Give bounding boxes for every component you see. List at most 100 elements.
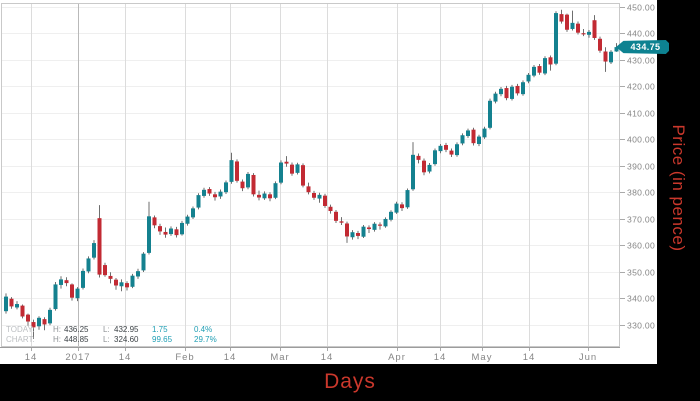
candle-body-up <box>295 164 300 173</box>
candle <box>394 201 399 214</box>
candle-body-up <box>587 31 591 35</box>
legend-today-low-prefix: L: <box>103 325 110 334</box>
candle-body-down <box>537 66 542 73</box>
candle-body-down <box>306 186 311 193</box>
candle-body-down <box>9 298 14 307</box>
candle-body-up <box>361 226 366 237</box>
candle <box>350 230 355 240</box>
legend-today-high-prefix: H: <box>53 325 61 334</box>
candle-body-down <box>26 314 30 322</box>
candle-body-down <box>125 283 129 288</box>
candle-body-up <box>81 270 85 288</box>
x-tick-label: Mar <box>270 352 289 363</box>
candlestick-chart[interactable]: 450.00 440.00 430.00 420.00 410.00 400.00 390.… <box>0 0 657 364</box>
candle-body-up <box>317 194 322 199</box>
candle-body-up <box>185 216 190 224</box>
candle <box>460 133 465 146</box>
candle <box>59 276 63 289</box>
candle-body-down <box>471 129 476 144</box>
candle-body-down <box>422 160 426 173</box>
x-tick-label: 14 <box>523 352 536 363</box>
candle-body-down <box>548 57 553 65</box>
candle <box>130 273 135 289</box>
x-tick-label: Apr <box>388 352 406 363</box>
candle-body-up <box>614 47 619 52</box>
candle <box>158 223 162 235</box>
candle <box>147 201 151 255</box>
candle-body-up <box>246 173 250 188</box>
legend-row-today: TODAY: H: 436.25 L: 432.95 1.75 0.4% <box>0 325 250 335</box>
candle-body-down <box>576 23 580 33</box>
candle-body-up <box>460 135 465 144</box>
candle <box>317 192 322 203</box>
candle-body-up <box>543 58 547 74</box>
y-tick-label: 370.00 <box>627 215 655 225</box>
legend-chart-change: 99.65 <box>152 335 173 344</box>
candle-body-up <box>438 145 443 152</box>
candle-body-up <box>477 136 481 144</box>
candle <box>268 192 272 202</box>
candle-body-down <box>207 189 212 194</box>
candle <box>92 240 96 260</box>
candle <box>449 148 454 157</box>
candle-body-up <box>488 100 492 128</box>
candle-body-down <box>559 14 564 22</box>
legend-chart-low-value: 324.60 <box>114 335 139 344</box>
candle <box>290 162 294 176</box>
candle-body-up <box>229 160 234 182</box>
candle-body-up <box>383 218 388 227</box>
candle-body-down <box>257 194 261 198</box>
candle-body-down <box>108 275 113 279</box>
candle <box>312 190 316 200</box>
candle-body-up <box>75 288 80 299</box>
candle <box>592 15 597 40</box>
candle <box>444 142 448 153</box>
candle-body-up <box>37 317 41 327</box>
candle <box>526 72 531 84</box>
candle <box>97 205 102 278</box>
candle <box>108 272 113 284</box>
y-tick-label: 380.00 <box>627 188 655 198</box>
candle-body-up <box>136 271 140 277</box>
y-tick-label: 420.00 <box>627 82 655 92</box>
candle-body-up <box>92 243 96 258</box>
y-tick-label: 450.00 <box>627 3 655 13</box>
candle <box>438 143 443 154</box>
candle <box>559 9 564 24</box>
x-tick-label: Jun <box>579 352 597 363</box>
candle <box>543 56 547 76</box>
candle <box>433 148 437 166</box>
candle <box>279 160 283 185</box>
candle-body-down <box>163 231 168 235</box>
candle-body-up <box>119 282 124 287</box>
candle-body-up <box>554 13 558 64</box>
candle <box>499 86 503 97</box>
candle <box>488 98 492 130</box>
candle-body-down <box>328 206 333 212</box>
candle <box>163 227 168 238</box>
legend-row-chart: CHART: H: 448.85 L: 324.60 99.65 29.7% <box>0 335 250 345</box>
candle <box>576 21 580 35</box>
candle-body-up <box>372 223 377 230</box>
candle <box>367 225 371 234</box>
candle <box>587 30 591 38</box>
candle <box>20 304 25 319</box>
candle <box>603 47 608 72</box>
candle-body-up <box>15 304 19 308</box>
candle <box>405 188 410 209</box>
candle <box>581 28 586 37</box>
legend-chart-low-prefix: L: <box>103 335 110 344</box>
x-tick-label: 14 <box>25 352 38 363</box>
candle-body-up <box>4 296 8 312</box>
candle <box>372 222 377 232</box>
candle <box>185 214 190 226</box>
candle-body-up <box>218 191 223 197</box>
legend-today-low-value: 432.95 <box>114 325 139 334</box>
candle-body-up <box>394 203 399 213</box>
candle <box>521 80 525 96</box>
candle-body-up <box>350 232 355 238</box>
candle <box>482 126 487 139</box>
candle <box>152 215 157 229</box>
candle-body-up <box>279 162 283 183</box>
